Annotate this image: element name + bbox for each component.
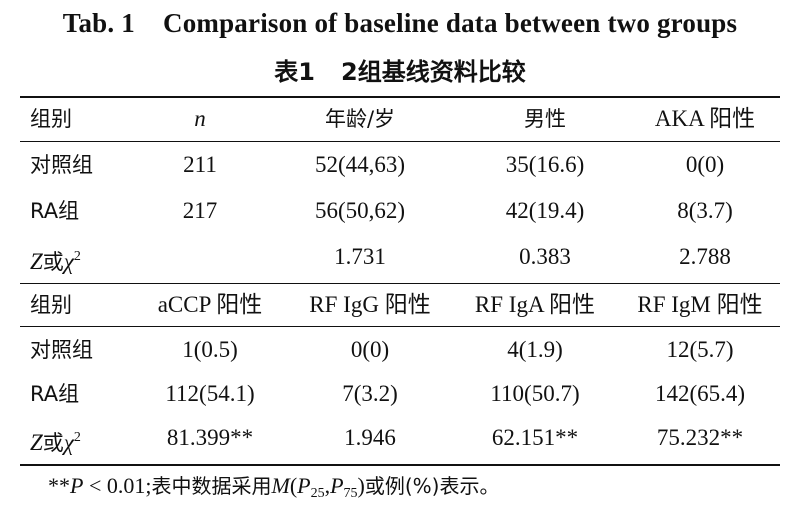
t2-row1-rf-iga: 4(1.9) <box>507 337 563 362</box>
t2-header-rf-igg: RF IgG 阳性 <box>309 292 431 317</box>
table-footnote: **P < 0.01;表中数据采用M(P25,P75)或例(%)表示。 <box>48 470 499 502</box>
t2-stat-chi: χ <box>63 430 74 455</box>
table1-header-row: 组别 n 年龄/岁 男性 AKA 阳性 <box>20 99 780 139</box>
t2-stat-or: 或 <box>42 431 64 455</box>
note-cond: < 0.01; <box>83 473 152 498</box>
t1-stat-or: 或 <box>42 250 64 274</box>
table-caption-zh: 2组基线资料比较 <box>341 58 526 86</box>
t1-header-group: 组别 <box>30 107 72 131</box>
note-sub25: 25 <box>310 486 325 501</box>
note-sub75: 75 <box>343 486 358 501</box>
table-row: 对照组 1(0.5) 0(0) 4(1.9) 12(5.7) <box>20 330 780 370</box>
note-p75: P <box>330 473 344 498</box>
table-row: 对照组 211 52(44,63) 35(16.6) 0(0) <box>20 145 780 185</box>
table-label-zh: 表1 <box>274 58 315 86</box>
bottom-rule <box>20 464 780 466</box>
note-p: P <box>70 473 84 498</box>
note-p25: P <box>297 473 311 498</box>
t2-header-accp: aCCP 阳性 <box>157 292 263 317</box>
t1-stat-male: 0.383 <box>519 244 571 269</box>
section-rule <box>20 283 780 284</box>
t2-stat-rf-igg: 1.946 <box>344 425 396 450</box>
t1-row1-group: 对照组 <box>30 153 93 177</box>
t2-row2-rf-igm: 142(65.4) <box>654 381 746 406</box>
t2-row1-rf-igm: 12(5.7) <box>666 337 734 362</box>
t2-stat-rf-igm: 75.232** <box>656 425 744 450</box>
table-title-en: Tab. 1 Comparison of baseline data betwee… <box>0 8 800 39</box>
t1-stat-n <box>150 237 250 277</box>
top-rule <box>20 96 780 98</box>
t1-row1-n: 211 <box>183 152 217 177</box>
t2-stat-label: Z或χ2 <box>30 418 81 458</box>
t2-stat-z: Z <box>30 430 43 455</box>
t2-row2-group: RA组 <box>30 382 80 406</box>
t2-row1-rf-igg: 0(0) <box>350 337 390 362</box>
t2-header-rf-igm: RF IgM 阳性 <box>637 292 763 317</box>
note-text2: 或例(%)表示。 <box>364 474 500 498</box>
t2-row1-accp: 1(0.5) <box>182 337 238 362</box>
t2-stat-sup: 2 <box>73 430 81 445</box>
t1-row2-group: RA组 <box>30 199 80 223</box>
table-label-en: Tab. 1 <box>62 8 135 38</box>
t1-row1-aka: 0(0) <box>685 152 725 177</box>
t1-row2-male: 42(19.4) <box>505 198 585 223</box>
note-open: ( <box>289 473 298 498</box>
note-comma: , <box>324 473 331 498</box>
note-m: M <box>271 473 290 498</box>
t1-header-aka: AKA 阳性 <box>654 106 756 131</box>
t2-row2-rf-igg: 7(3.2) <box>342 381 398 406</box>
t2-stat-rf-iga: 62.151** <box>491 425 579 450</box>
t2-row2-accp: 112(54.1) <box>165 381 255 406</box>
table-title-zh: 表1 2组基线资料比较 <box>0 52 800 87</box>
t2-header-rf-iga: RF IgA 阳性 <box>474 292 596 317</box>
t1-header-n: n <box>194 106 206 131</box>
t1-stat-aka: 2.788 <box>679 244 731 269</box>
note-close: ) <box>357 473 365 498</box>
t1-row2-n: 217 <box>182 198 218 223</box>
t2-header-group: 组别 <box>30 293 72 317</box>
table-row: Z或χ2 1.731 0.383 2.788 <box>20 237 780 277</box>
t1-row1-age: 52(44,63) <box>314 152 406 177</box>
table2-header-row: 组别 aCCP 阳性 RF IgG 阳性 RF IgA 阳性 RF IgM 阳性 <box>20 285 780 325</box>
t2-row2-rf-iga: 110(50.7) <box>490 381 580 406</box>
table-row: Z或χ2 81.399** 1.946 62.151** 75.232** <box>20 418 780 458</box>
t1-row2-aka: 8(3.7) <box>677 198 733 223</box>
t1-stat-label: Z或χ2 <box>30 237 81 277</box>
t1-stat-sup: 2 <box>73 249 81 264</box>
t2-row1-group: 对照组 <box>30 338 93 362</box>
header-rule-1 <box>20 141 780 142</box>
t2-stat-accp: 81.399** <box>166 425 254 450</box>
note-stars: ** <box>48 473 70 498</box>
t1-stat-z: Z <box>30 249 43 274</box>
table-row: RA组 217 56(50,62) 42(19.4) 8(3.7) <box>20 191 780 231</box>
table-row: RA组 112(54.1) 7(3.2) 110(50.7) 142(65.4) <box>20 374 780 414</box>
t1-stat-chi: χ <box>63 249 74 274</box>
t1-header-male: 男性 <box>524 107 566 131</box>
table-caption-en: Comparison of baseline data between two … <box>163 8 738 38</box>
header-rule-2 <box>20 326 780 327</box>
t1-header-age: 年龄/岁 <box>324 107 396 131</box>
t1-row1-male: 35(16.6) <box>505 152 585 177</box>
t1-row2-age: 56(50,62) <box>314 198 406 223</box>
note-text1: 表中数据采用 <box>151 474 272 498</box>
t1-stat-age: 1.731 <box>334 244 386 269</box>
